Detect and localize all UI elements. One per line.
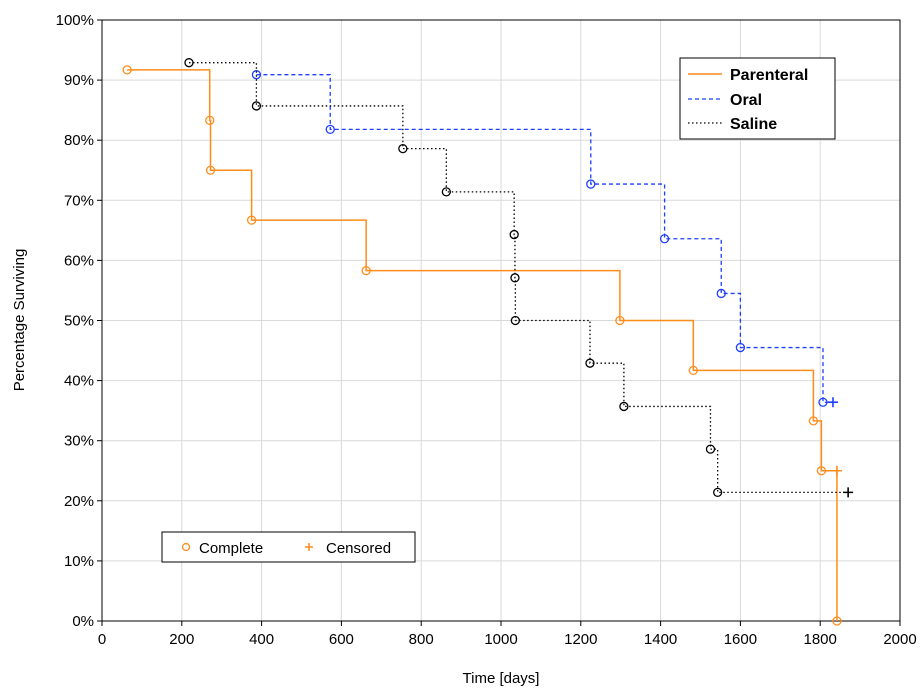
y-tick-label: 20% — [64, 493, 94, 510]
complete-marker-parenteral — [122, 65, 132, 75]
complete-marker-parenteral — [361, 265, 371, 276]
legend-parenteral-label: Parenteral — [730, 67, 808, 84]
x-axis-ticks: 0 200 400 600 800 1000 1200 1400 1600 1800 2000 — [98, 621, 917, 648]
x-tick-label: 600 — [329, 631, 354, 648]
series-oral — [251, 70, 838, 408]
y-tick-label: 10% — [64, 553, 94, 570]
x-tick-label: 0 — [98, 631, 106, 648]
x-axis-title: Time [days] — [463, 670, 540, 687]
complete-marker-saline — [398, 143, 408, 154]
complete-marker-oral — [659, 234, 670, 244]
y-tick-label: 30% — [64, 433, 94, 450]
complete-marker-parenteral — [615, 315, 625, 326]
series-group — [122, 58, 854, 626]
y-tick-label: 60% — [64, 252, 94, 269]
series-line-saline — [188, 62, 849, 494]
x-tick-label: 1000 — [484, 631, 517, 648]
complete-marker-parenteral — [832, 616, 842, 626]
series-line-oral — [256, 74, 833, 403]
y-tick-label: 0% — [72, 613, 94, 630]
x-tick-label: 1600 — [724, 631, 757, 648]
censored-marker-parenteral — [831, 465, 842, 476]
complete-marker-oral — [325, 124, 335, 135]
series-line-parenteral — [127, 69, 838, 621]
y-tick-label: 100% — [56, 12, 94, 29]
legend-censored-label: Censored — [326, 540, 391, 557]
complete-marker-saline — [509, 229, 519, 240]
legend-saline-label: Saline — [730, 116, 777, 133]
x-tick-label: 200 — [169, 631, 194, 648]
y-tick-label: 90% — [64, 72, 94, 89]
censored-marker-saline — [843, 487, 854, 498]
censored-marker-oral — [827, 397, 838, 408]
complete-marker-oral — [818, 397, 828, 407]
complete-marker-saline — [713, 487, 723, 498]
legend-censored-marker — [305, 543, 313, 551]
complete-marker-saline — [510, 315, 521, 326]
series-parenteral — [122, 65, 842, 626]
marker-legend-box — [161, 531, 416, 563]
y-tick-label: 50% — [64, 313, 94, 330]
complete-marker-oral — [586, 179, 596, 189]
complete-marker-saline — [705, 444, 716, 454]
y-tick-label: 40% — [64, 373, 94, 390]
complete-marker-saline — [441, 187, 451, 197]
legend-complete-marker — [181, 542, 191, 552]
y-tick-label: 70% — [64, 192, 94, 209]
complete-marker-parenteral — [808, 416, 819, 426]
series-saline — [184, 58, 854, 498]
complete-marker-parenteral — [688, 365, 698, 376]
x-tick-label: 400 — [249, 631, 274, 648]
complete-marker-parenteral — [816, 466, 827, 476]
complete-marker-saline — [585, 358, 595, 368]
complete-marker-oral — [716, 288, 726, 299]
series-legend: Parenteral Oral Saline — [679, 57, 836, 140]
complete-marker-saline — [184, 58, 194, 68]
x-tick-label: 1400 — [644, 631, 677, 648]
complete-marker-saline — [510, 273, 520, 283]
x-tick-label: 1200 — [564, 631, 597, 648]
complete-marker-oral — [251, 70, 262, 80]
grid-lines — [102, 20, 900, 621]
x-tick-label: 2000 — [883, 631, 916, 648]
y-axis-ticks: 0% 10% 20% 30% 40% 50% 60% 70% 80% 90% 100% — [56, 12, 102, 630]
y-axis-title: Percentage Surviving — [11, 249, 28, 392]
legend-complete-label: Complete — [199, 540, 263, 557]
x-tick-label: 1800 — [804, 631, 837, 648]
x-tick-label: 800 — [409, 631, 434, 648]
complete-marker-parenteral — [205, 165, 216, 175]
marker-legend: Complete Censored — [161, 531, 416, 563]
complete-marker-oral — [735, 342, 746, 353]
complete-marker-saline — [251, 101, 262, 111]
complete-marker-saline — [619, 401, 629, 412]
complete-marker-parenteral — [246, 215, 257, 225]
legend-oral-label: Oral — [730, 92, 762, 109]
complete-marker-parenteral — [205, 115, 215, 126]
y-tick-label: 80% — [64, 132, 94, 149]
